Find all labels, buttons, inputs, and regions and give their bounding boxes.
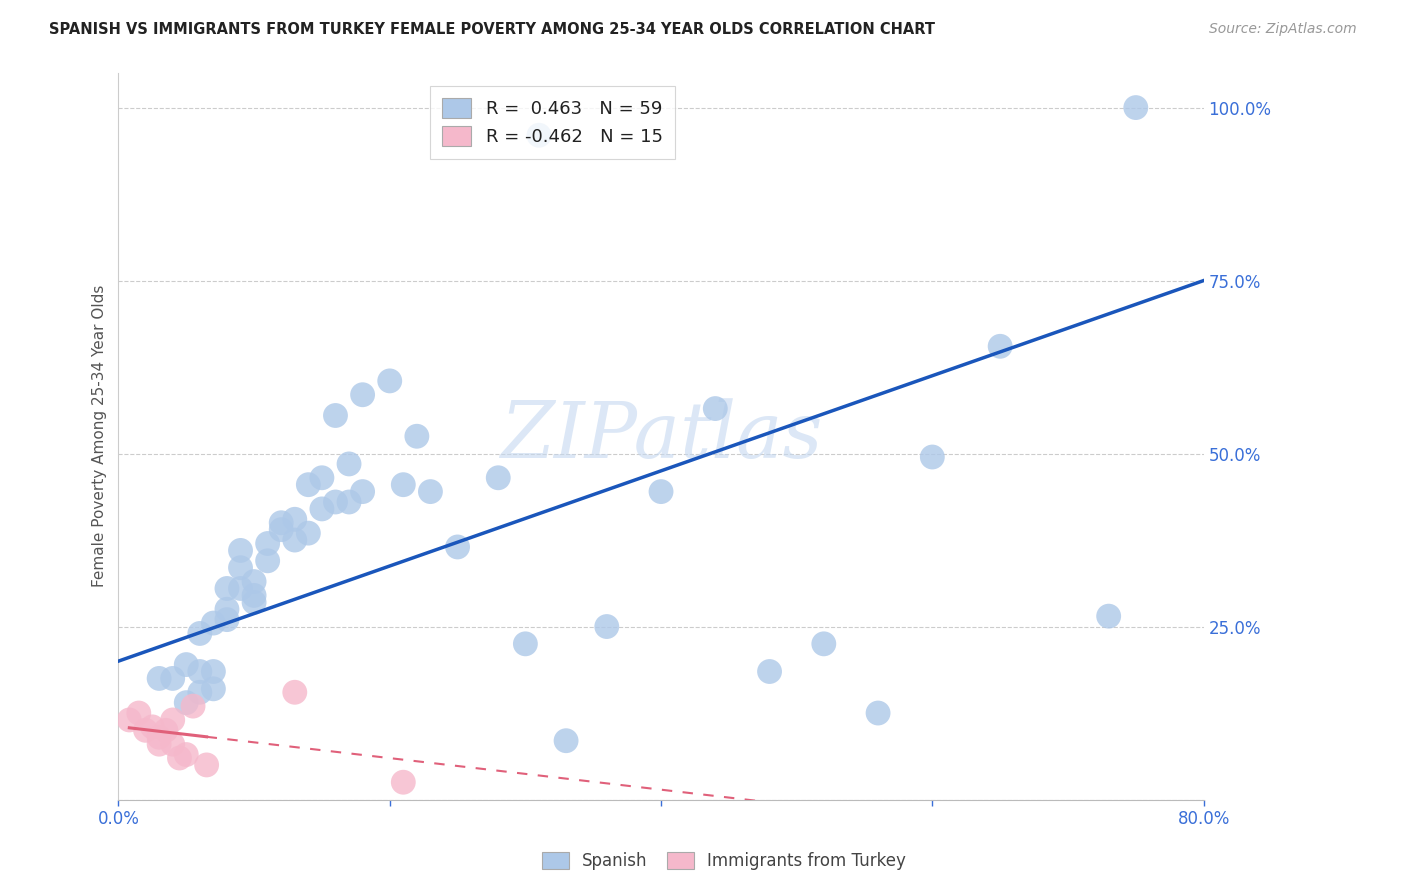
Point [284,685,307,699]
Point [148,672,170,686]
Point [392,477,415,491]
Point [527,128,550,143]
Point [337,495,360,509]
Point [215,582,238,596]
Point [162,672,184,686]
Point [378,374,401,388]
Point [596,619,619,633]
Point [188,626,211,640]
Point [352,484,374,499]
Point [202,681,225,696]
Point [1098,609,1121,624]
Point [284,533,307,547]
Point [337,457,360,471]
Point [813,637,835,651]
Y-axis label: Female Poverty Among 25-34 Year Olds: Female Poverty Among 25-34 Year Olds [93,285,107,588]
Point [181,699,204,714]
Point [486,471,509,485]
Point [405,429,427,443]
Point [446,540,468,554]
Point [515,637,537,651]
Point [141,720,163,734]
Point [758,665,780,679]
Point [169,751,191,765]
Point [270,516,292,530]
Point [988,339,1011,353]
Point [311,471,333,485]
Point [270,523,292,537]
Point [555,733,578,747]
Point [1125,101,1147,115]
Legend: R =  0.463   N = 59, R = -0.462   N = 15: R = 0.463 N = 59, R = -0.462 N = 15 [430,86,675,159]
Point [162,737,184,751]
Point [174,657,197,672]
Point [155,723,177,738]
Point [284,512,307,526]
Text: SPANISH VS IMMIGRANTS FROM TURKEY FEMALE POVERTY AMONG 25-34 YEAR OLDS CORRELATI: SPANISH VS IMMIGRANTS FROM TURKEY FEMALE… [49,22,935,37]
Point [188,665,211,679]
Point [174,696,197,710]
Point [118,713,141,727]
Point [148,731,170,745]
Point [921,450,943,464]
Point [195,758,218,772]
Point [215,602,238,616]
Text: ZIPatlas: ZIPatlas [501,398,823,475]
Point [135,723,157,738]
Point [256,554,278,568]
Point [392,775,415,789]
Point [868,706,890,720]
Point [243,574,266,589]
Legend: Spanish, Immigrants from Turkey: Spanish, Immigrants from Turkey [536,845,912,877]
Point [188,685,211,699]
Point [229,582,252,596]
Point [215,613,238,627]
Point [325,495,347,509]
Point [704,401,727,416]
Point [297,477,319,491]
Point [128,706,150,720]
Point [229,560,252,574]
Point [650,484,672,499]
Point [229,543,252,558]
Point [311,502,333,516]
Point [243,595,266,609]
Point [148,737,170,751]
Point [419,484,441,499]
Point [243,588,266,602]
Point [162,713,184,727]
Point [325,409,347,423]
Point [202,665,225,679]
Point [352,388,374,402]
Text: Source: ZipAtlas.com: Source: ZipAtlas.com [1209,22,1357,37]
Point [256,536,278,550]
Point [174,747,197,762]
Point [297,526,319,541]
Point [202,616,225,631]
